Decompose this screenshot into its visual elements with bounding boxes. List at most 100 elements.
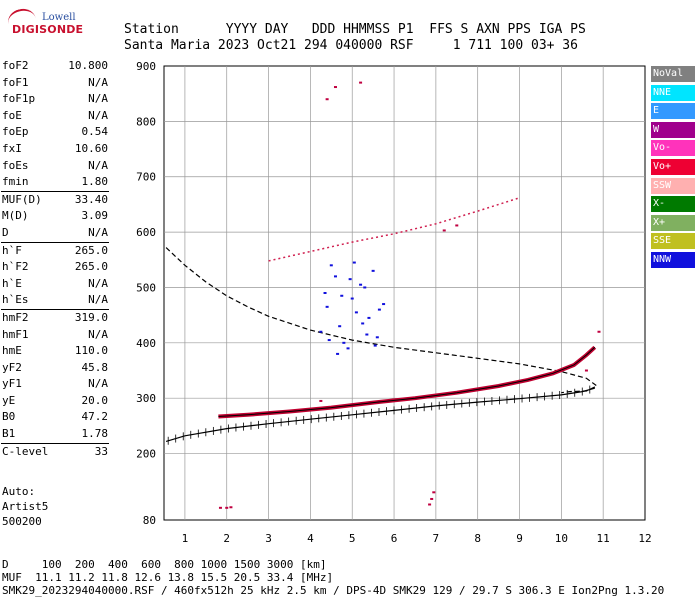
misc-echo	[359, 81, 363, 84]
y-tick-label: 700	[136, 171, 156, 184]
misc-echo	[584, 369, 588, 372]
lowell-digisonde-logo: Lowell DIGISONDE	[4, 6, 104, 40]
legend: NoVal NNE E W Vo- Vo+ SSW X- X+ SSE NNW	[651, 66, 695, 271]
misc-echo	[325, 98, 329, 101]
param-row: fxI 10.60	[0, 141, 110, 158]
profile-dashed-line	[165, 247, 599, 394]
param-row: yF2 45.8	[0, 360, 110, 377]
param-value: 47.2	[81, 410, 109, 424]
param-row: D N/A	[0, 225, 110, 242]
x-tick-label: 7	[433, 532, 440, 545]
param-name: h`Es	[2, 293, 29, 307]
misc-echo	[333, 86, 337, 89]
param-name: fmin	[2, 175, 29, 189]
param-value: 110.0	[74, 344, 108, 358]
param-value: N/A	[88, 108, 108, 122]
param-value: N/A	[88, 158, 108, 172]
param-name: yF1	[2, 377, 22, 391]
spread-echo	[319, 330, 323, 333]
param-name: foF2	[2, 59, 29, 72]
spread-echo	[365, 333, 369, 336]
param-name: h`F2	[2, 260, 29, 274]
legend-item: X+	[651, 214, 695, 231]
x-tick-label: 11	[597, 532, 610, 545]
spread-echo	[377, 308, 381, 311]
spread-echo	[327, 339, 331, 342]
param-value: N/A	[88, 293, 108, 307]
footer-muf-row: MUF 11.1 11.2 11.8 12.6 13.8 15.5 20.5 3…	[2, 571, 334, 584]
spread-echo	[333, 275, 337, 278]
misc-echo	[455, 224, 459, 227]
misc-echo	[432, 491, 436, 494]
spread-echo	[340, 294, 344, 297]
param-value: 265.0	[74, 260, 108, 274]
auto-code: 500200	[2, 515, 42, 528]
legend-item: Vo+	[651, 158, 695, 175]
auto-program: Artist5	[2, 500, 49, 513]
spread-echo	[352, 261, 356, 264]
param-row: hmF1 N/A	[0, 327, 110, 344]
legend-item: NoVal	[651, 66, 695, 82]
x-axis: 1 2 3 4 5 6 7 8 9 10 11 12	[182, 532, 652, 545]
param-name: D	[2, 225, 9, 239]
header-line2: Santa Maria 2023 Oct21 294 040000 RSF 1 …	[124, 38, 578, 53]
param-value: N/A	[88, 327, 108, 341]
param-value: 319.0	[74, 310, 108, 324]
footer-distance-row: D 100 200 400 600 800 1000 1500 3000 [km…	[2, 558, 327, 571]
x-tick-label: 3	[265, 532, 272, 545]
param-name: foEs	[2, 158, 29, 172]
plot-frame	[163, 65, 646, 521]
legend-item: NNW	[651, 251, 695, 268]
param-value: N/A	[88, 377, 108, 391]
param-row: C-level 33	[0, 444, 110, 461]
x-tick-label: 6	[391, 532, 398, 545]
param-name: fxI	[2, 141, 22, 155]
station-header: Station YYYY DAY DDD HHMMSS P1 FFS S AXN…	[124, 22, 586, 54]
param-row: h`Es N/A	[0, 292, 110, 309]
x-tick-label: 8	[474, 532, 481, 545]
param-value: 33.40	[74, 192, 108, 206]
param-name: hmF1	[2, 327, 29, 341]
param-value: 33	[94, 444, 108, 458]
param-name: hmE	[2, 344, 22, 358]
param-row: M(D) 3.09	[0, 208, 110, 225]
param-row: foF1p N/A	[0, 91, 110, 108]
spread-echo	[361, 322, 365, 325]
misc-echo	[229, 506, 233, 509]
param-row: B1 1.78	[0, 426, 110, 443]
param-value: 1.78	[81, 427, 109, 441]
param-name: B1	[2, 427, 16, 441]
misc-echo	[319, 399, 323, 402]
param-value: 20.0	[81, 393, 109, 407]
param-value: N/A	[88, 75, 108, 89]
legend-item: X-	[651, 196, 695, 213]
param-row: foF2 10.800	[0, 58, 110, 75]
spread-echo	[382, 303, 386, 306]
spread-echo	[325, 305, 329, 308]
y-tick-label: 400	[136, 337, 156, 350]
param-value: 0.54	[81, 125, 109, 139]
param-row: h`F2 265.0	[0, 259, 110, 276]
upper-trace	[268, 197, 520, 262]
param-name: foF1	[2, 75, 29, 89]
param-name: h`F	[2, 243, 22, 257]
param-row: foF1 N/A	[0, 75, 110, 92]
spread-echo	[359, 283, 363, 286]
param-value: 45.8	[81, 360, 109, 374]
param-name: foE	[2, 108, 22, 122]
x-tick-label: 9	[516, 532, 523, 545]
param-value: 1.80	[81, 175, 109, 189]
param-value: N/A	[88, 276, 108, 290]
y-tick-label: 200	[136, 448, 156, 461]
spread-echo	[367, 316, 371, 319]
x-tick-label: 10	[555, 532, 568, 545]
param-row: hmF2 319.0	[0, 310, 110, 327]
param-name: yF2	[2, 360, 22, 374]
auto-label: Auto:	[2, 485, 36, 498]
legend-item: E	[651, 103, 695, 120]
param-row: hmE 110.0	[0, 343, 110, 360]
param-separator	[1, 308, 109, 310]
logo-line1: Lowell	[42, 12, 76, 23]
param-separator	[1, 442, 109, 444]
